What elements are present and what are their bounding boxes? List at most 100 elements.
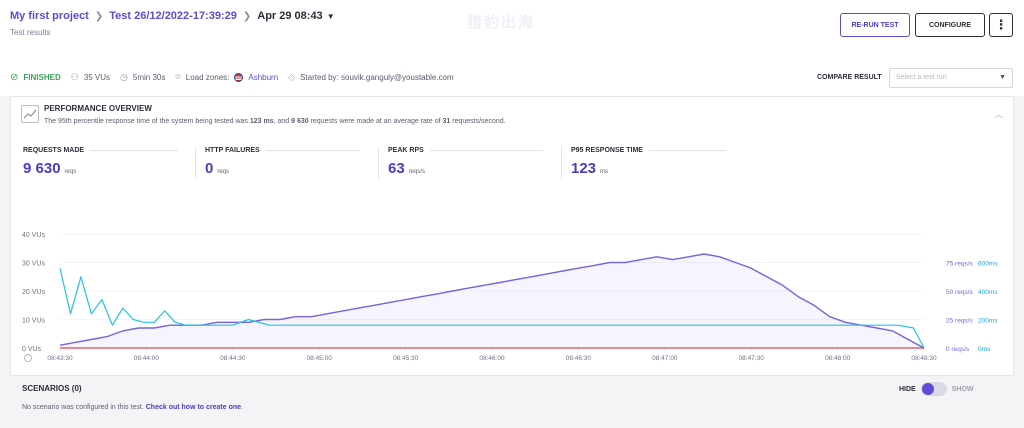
stat-unit: reqs (64, 169, 77, 175)
y-tick-label: 10 VUs (22, 318, 45, 325)
stat-requests-made: REQUESTS MADE 9 630 reqs (23, 147, 178, 177)
stat-label: REQUESTS MADE (23, 147, 178, 154)
us-flag-icon (234, 73, 244, 82)
clock-icon (24, 354, 32, 362)
breadcrumb-project[interactable]: My first project (10, 10, 89, 22)
series-area-0 (60, 254, 924, 348)
stat-peak-rps: PEAK RPS 63 reqs/s (378, 147, 543, 179)
stat-label: PEAK RPS (388, 147, 543, 154)
ms-tick-label: 400ms (978, 289, 998, 296)
load-zone-link[interactable]: Ashburn (248, 73, 279, 82)
rps-tick-label: 0 reqs/s (946, 346, 970, 353)
divider (378, 147, 379, 179)
stat-number: 0 (205, 160, 214, 177)
configure-button[interactable]: CONFIGURE (915, 13, 985, 37)
rps-tick-label: 75 reqs/s (946, 261, 973, 268)
started-by: Started by: souvik.ganguly@youstable.com (300, 73, 454, 82)
stat-value: 123 ms (571, 160, 726, 177)
scenarios-note-text: No scenario was configured in this test. (22, 404, 146, 411)
stat-label: P95 RESPONSE TIME (571, 147, 726, 154)
x-tick-label: 08:48:30 (911, 355, 937, 362)
y-tick-label: 0 VUs (22, 346, 42, 353)
stat-number: 123 (571, 160, 597, 177)
desc-requests: 9 630 (291, 118, 309, 125)
y-tick-label: 30 VUs (22, 261, 45, 268)
y-tick-label: 20 VUs (22, 289, 45, 296)
check-circle-icon: ⊘ (10, 72, 19, 83)
overview-description: The 95th percentile response time of the… (44, 118, 506, 125)
rps-tick-label: 25 reqs/s (946, 318, 973, 325)
stat-unit: reqs/s (408, 169, 426, 175)
user-icon: ⚇ (70, 72, 79, 82)
chevron-right-icon: ❯ (242, 10, 252, 22)
chevron-right-icon: ❯ (94, 10, 104, 22)
ms-tick-label: 200ms (978, 318, 998, 325)
compare-test-run-select[interactable]: Select a test run ▼ (889, 68, 1013, 88)
run-date-selector[interactable]: Apr 29 08:43 ▼ (257, 10, 334, 22)
stat-label: HTTP FAILURES (205, 147, 360, 154)
tag-icon: ◇ (288, 72, 296, 82)
more-options-icon[interactable]: ⋮ (989, 13, 1013, 37)
stat-value: 63 reqs/s (388, 160, 543, 177)
chevron-down-icon: ▼ (999, 74, 1006, 81)
overview-title: PERFORMANCE OVERVIEW (44, 104, 152, 113)
y-tick-label: 40 VUs (22, 232, 45, 239)
create-scenario-link[interactable]: Check out how to create one (145, 404, 242, 411)
run-date-label: Apr 29 08:43 (257, 10, 323, 22)
header-bar: My first project ❯ Test 26/12/2022-17:39… (0, 0, 1024, 96)
scenarios-toggle[interactable]: HIDE SHOW (899, 382, 974, 396)
rps-tick-label: 50 reqs/s (946, 289, 973, 296)
series-line-1 (59, 268, 925, 349)
stat-unit: reqs (217, 169, 230, 175)
desc-p95: 123 ms (249, 118, 274, 125)
chevron-down-icon: ▼ (326, 12, 335, 21)
stat-http-failures: HTTP FAILURES 0 reqs (195, 147, 360, 179)
desc-text: requests/second. (450, 118, 506, 125)
toggle-switch[interactable] (920, 382, 947, 396)
divider (561, 147, 562, 179)
test-duration: 5min 30s (132, 73, 166, 82)
ms-tick-label: 600ms (978, 261, 998, 268)
x-tick-label: 08:46:00 (479, 355, 505, 362)
status-bar: ⊘ FINISHED ⚇ 35 VUs ◷ 5min 30s ⌾ Load zo… (10, 72, 454, 83)
desc-text: The 95th percentile response time of the… (44, 118, 250, 125)
x-tick-label: 08:44:00 (134, 355, 160, 362)
toggle-knob (921, 383, 934, 395)
location-pin-icon: ⌾ (175, 72, 181, 82)
page-subtitle: Test results (10, 28, 51, 37)
stat-p95-response-time: P95 RESPONSE TIME 123 ms (561, 147, 726, 179)
compare-select-placeholder: Select a test run (896, 74, 947, 81)
scenarios-note-end: . (241, 404, 243, 411)
status-badge: FINISHED (23, 73, 61, 82)
x-tick-label: 08:47:00 (652, 355, 678, 362)
stat-unit: ms (600, 169, 609, 175)
x-tick-label: 08:43:30 (47, 355, 73, 362)
x-tick-label: 08:44:30 (220, 355, 246, 362)
breadcrumb-test[interactable]: Test 26/12/2022-17:39:29 (109, 10, 237, 22)
stat-value: 0 reqs (205, 160, 360, 177)
watermark: 猎豹出海 (467, 14, 536, 31)
compare-result-label: COMPARE RESULT (817, 74, 882, 81)
ms-tick-label: 0ms (978, 346, 991, 353)
desc-text: requests were made at an average rate of (308, 118, 443, 125)
vus-count: 35 VUs (83, 73, 111, 82)
desc-text: , and (273, 118, 292, 125)
desc-rate: 31 (442, 118, 451, 125)
stat-number: 63 (388, 160, 405, 177)
scenarios-title: SCENARIOS (0) (22, 384, 82, 393)
x-tick-label: 08:45:30 (393, 355, 419, 362)
stat-value: 9 630 reqs (23, 160, 178, 177)
breadcrumb: My first project ❯ Test 26/12/2022-17:39… (10, 10, 335, 22)
collapse-chevron-icon[interactable]: ︿ (995, 110, 1003, 119)
performance-overview-panel: PERFORMANCE OVERVIEW The 95th percentile… (10, 96, 1014, 376)
x-tick-label: 08:48:00 (825, 355, 851, 362)
stat-number: 9 630 (23, 160, 61, 177)
performance-chart[interactable]: 40 VUs 30 VUs 20 VUs 10 VUs 0 VUs 75 reqs/s 60… (0, 230, 1024, 366)
divider (195, 147, 196, 179)
x-tick-label: 08:45:00 (307, 355, 333, 362)
rerun-test-button[interactable]: RE-RUN TEST (840, 13, 910, 37)
chart-line-icon (21, 105, 39, 123)
x-tick-label: 08:47:30 (739, 355, 765, 362)
toggle-show-label: SHOW (951, 385, 974, 393)
toggle-hide-label: HIDE (899, 385, 916, 393)
